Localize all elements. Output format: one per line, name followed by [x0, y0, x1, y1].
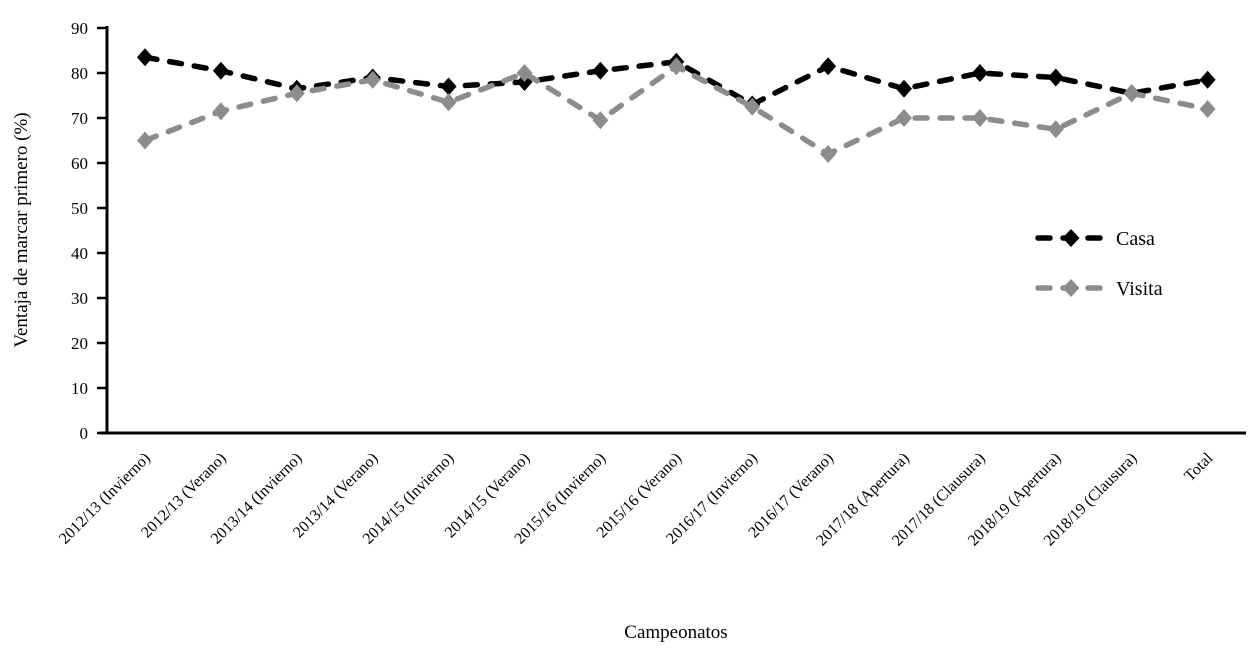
casa-legend-label: Casa	[1116, 228, 1155, 250]
visita-point-marker	[364, 70, 381, 89]
x-axis-title: Campeonatos	[624, 622, 727, 643]
legend-item-casa: Casa	[1035, 228, 1155, 250]
y-tick-label: 10	[71, 379, 88, 398]
y-tick-label: 40	[71, 244, 88, 263]
casa-point-marker	[592, 61, 609, 80]
y-tick-label: 50	[71, 199, 88, 218]
visita-point-marker	[212, 102, 229, 121]
category-label: 2012/13 (Invierno)	[56, 450, 154, 548]
visita-point-marker	[820, 145, 837, 163]
visita-point-marker	[896, 109, 912, 127]
visita-point-marker	[592, 111, 609, 130]
y-tick-label: 30	[71, 289, 88, 308]
casa-point-marker	[820, 57, 837, 76]
visita-point-marker	[288, 84, 305, 103]
casa-point-marker	[212, 61, 229, 80]
casa-legend-diamond-icon	[1062, 229, 1080, 247]
y-tick-label: 0	[80, 424, 89, 443]
visita-point-marker	[971, 109, 988, 127]
y-tick-label: 90	[71, 19, 88, 38]
legend-item-visita: Visita	[1035, 278, 1163, 300]
casa-point-marker	[137, 48, 153, 67]
category-label: Total	[1181, 449, 1216, 484]
casa-point-marker	[1199, 70, 1216, 89]
y-tick-label: 60	[71, 154, 88, 173]
visita-point-marker	[1199, 100, 1216, 118]
visita-point-marker	[516, 64, 533, 82]
y-tick-label: 80	[71, 64, 88, 83]
y-axis-title: Ventaja de marcar primero (%)	[11, 112, 32, 347]
visita-legend-label: Visita	[1116, 278, 1163, 300]
y-tick-label: 20	[71, 334, 88, 353]
visita-point-marker	[137, 131, 153, 150]
visita-legend-diamond-icon	[1062, 279, 1080, 297]
visita-point-marker	[744, 97, 761, 116]
visita-point-marker	[440, 93, 457, 112]
casa-point-marker	[896, 79, 912, 98]
casa-point-marker	[971, 64, 988, 82]
casa-point-marker	[440, 77, 457, 96]
visita-point-marker	[1047, 120, 1064, 139]
casa-point-marker	[1047, 68, 1064, 87]
legend: Casa Visita	[1035, 228, 1163, 300]
y-tick-label: 70	[71, 109, 88, 128]
visita-point-marker	[1123, 84, 1140, 103]
visita-point-marker	[668, 57, 685, 76]
